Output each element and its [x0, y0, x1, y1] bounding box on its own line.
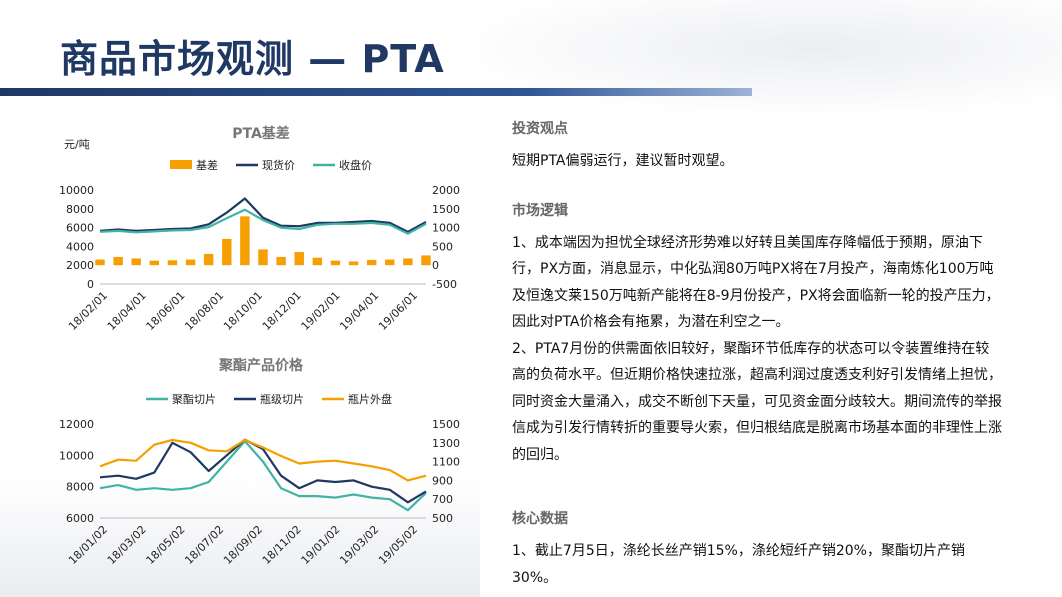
x-tick-0: 18/02/01 — [66, 289, 110, 333]
core-heading: 核心数据 — [512, 511, 568, 527]
x-tick-7: 19/03/02 — [337, 523, 381, 567]
bar-0-14 — [348, 261, 359, 266]
x-tick-8: 19/06/01 — [376, 289, 420, 333]
y-tick-left-1: 8000 — [66, 203, 94, 216]
y-tick-right-1: 1300 — [432, 437, 460, 450]
y-axis-unit: 元/吨 — [64, 138, 90, 151]
logic-heading: 市场逻辑 — [512, 202, 568, 219]
y-tick-left-4: 2000 — [66, 259, 94, 272]
y-tick-left-2: 6000 — [66, 222, 94, 235]
series-line-0 — [99, 440, 427, 512]
bar-0-9 — [258, 249, 268, 266]
y-tick-left-5: 0 — [87, 278, 94, 291]
bar-0-11 — [294, 252, 304, 266]
y-tick-right-0: 2000 — [432, 184, 460, 197]
x-tick-0: 18/01/02 — [66, 523, 110, 567]
x-tick-5: 18/12/01 — [260, 289, 304, 333]
x-tick-7: 19/04/01 — [337, 289, 381, 333]
series-line-2 — [99, 208, 427, 235]
bar-0-8 — [240, 216, 250, 266]
view-text: 短期PTA偏弱运行，建议暂时观望。 — [512, 153, 734, 169]
chart-title: 聚酯产品价格 — [218, 357, 304, 374]
legend-label-2: 瓶片外盘 — [348, 392, 392, 406]
y-tick-left-3: 4000 — [66, 240, 94, 253]
y-tick-right-5: -500 — [432, 278, 457, 291]
x-tick-8: 19/05/02 — [376, 523, 420, 567]
y-tick-right-3: 500 — [432, 240, 453, 253]
title-underline — [0, 88, 752, 96]
bar-0-5 — [185, 259, 196, 266]
y-tick-left-0: 10000 — [59, 184, 94, 197]
bar-0-3 — [149, 260, 160, 266]
legend-label-2: 收盘价 — [339, 158, 372, 172]
y-tick-left-3: 6000 — [66, 512, 94, 525]
bar-0-12 — [312, 257, 323, 266]
series-line-1 — [99, 197, 427, 233]
y-tick-left-2: 8000 — [66, 481, 94, 494]
y-tick-right-2: 1000 — [432, 222, 460, 235]
x-tick-2: 18/06/01 — [143, 289, 187, 333]
chart-title: PTA基差 — [232, 125, 290, 142]
x-tick-5: 18/11/02 — [260, 523, 304, 567]
logic-paragraph-1: 1、成本端因为担忧全球经济形势难以好转且美国库存降幅低于预期，原油下行，PX方面… — [512, 234, 1000, 331]
x-tick-4: 18/10/01 — [221, 289, 265, 333]
core-paragraph-1: 1、截止7月5日，涤纶长丝产销15%，涤纶短纤产销20%，聚酯切片产销30%。 — [512, 543, 965, 586]
legend-swatch-0 — [170, 160, 192, 169]
bar-0-15 — [366, 259, 377, 266]
analysis-panel: 投资观点 短期PTA偏弱运行，建议暂时观望。 市场逻辑 1、成本端因为担忧全球经… — [512, 118, 1002, 591]
series-line-2 — [99, 438, 427, 482]
bar-0-0 — [95, 259, 105, 266]
y-tick-right-1: 1500 — [432, 203, 460, 216]
y-tick-right-2: 1100 — [432, 456, 460, 469]
x-tick-3: 18/08/01 — [182, 289, 226, 333]
x-tick-4: 18/09/02 — [221, 523, 265, 567]
bar-0-17 — [403, 258, 413, 266]
legend-label-1: 现货价 — [262, 158, 295, 172]
bar-0-6 — [203, 253, 214, 266]
x-tick-6: 19/01/02 — [298, 523, 342, 567]
bar-0-13 — [330, 260, 341, 266]
x-tick-3: 18/07/02 — [182, 523, 226, 567]
page-title: 商品市场观测 — PTA — [60, 37, 445, 81]
bar-0-16 — [385, 259, 395, 266]
x-tick-2: 18/05/02 — [143, 523, 187, 567]
header-decoration — [442, 0, 1062, 120]
bar-0-10 — [276, 256, 286, 266]
bar-0-18 — [421, 255, 431, 266]
y-tick-right-4: 0 — [432, 259, 439, 272]
bar-0-4 — [167, 260, 178, 266]
legend-label-1: 瓶级切片 — [260, 392, 304, 406]
y-tick-right-4: 700 — [432, 493, 453, 506]
y-tick-right-3: 900 — [432, 474, 453, 487]
y-tick-right-5: 500 — [432, 512, 453, 525]
y-tick-left-0: 12000 — [59, 418, 94, 431]
y-tick-right-0: 1500 — [432, 418, 460, 431]
x-tick-6: 19/02/01 — [298, 289, 342, 333]
y-tick-left-1: 10000 — [59, 449, 94, 462]
legend-label-0: 基差 — [196, 158, 218, 172]
bar-0-7 — [222, 238, 232, 266]
logic-paragraph-2: 2、PTA7月份的供需面依旧较好，聚酯环节低库存的状态可以令装置维持在较高的负荷… — [512, 340, 1002, 463]
legend-label-0: 聚酯切片 — [172, 393, 216, 406]
bar-0-1 — [113, 256, 123, 266]
x-tick-1: 18/04/01 — [105, 289, 149, 333]
x-tick-1: 18/03/02 — [105, 523, 149, 567]
series-line-1 — [99, 438, 427, 504]
bar-0-2 — [131, 258, 141, 266]
view-heading: 投资观点 — [512, 121, 568, 137]
